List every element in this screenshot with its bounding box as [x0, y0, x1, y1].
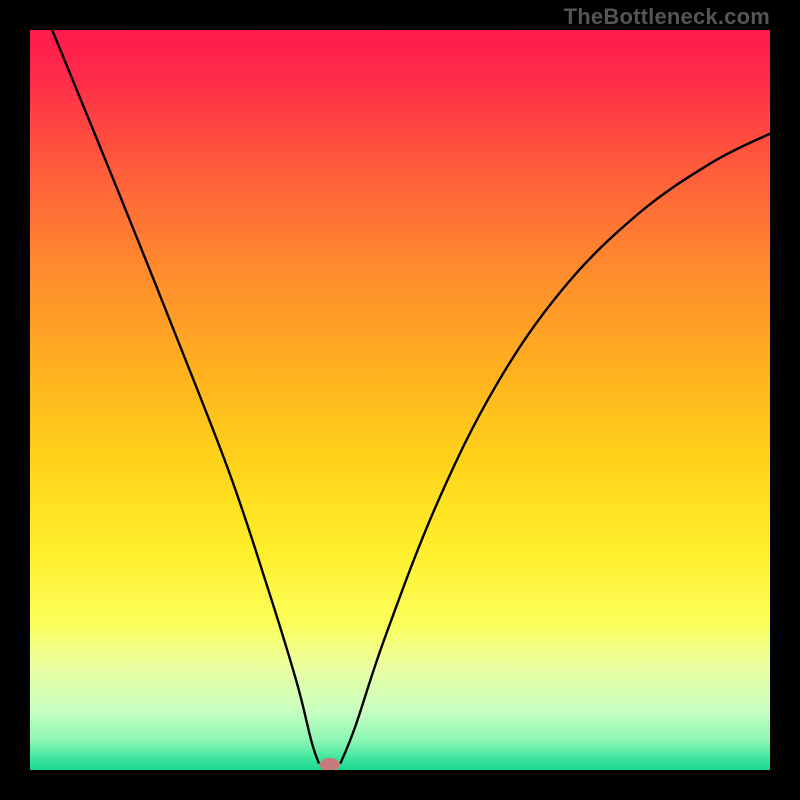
plot-area — [30, 30, 770, 770]
watermark-text: TheBottleneck.com — [564, 4, 770, 30]
chart-frame: TheBottleneck.com — [0, 0, 800, 800]
plot-svg — [30, 30, 770, 770]
gradient-background — [30, 30, 770, 770]
